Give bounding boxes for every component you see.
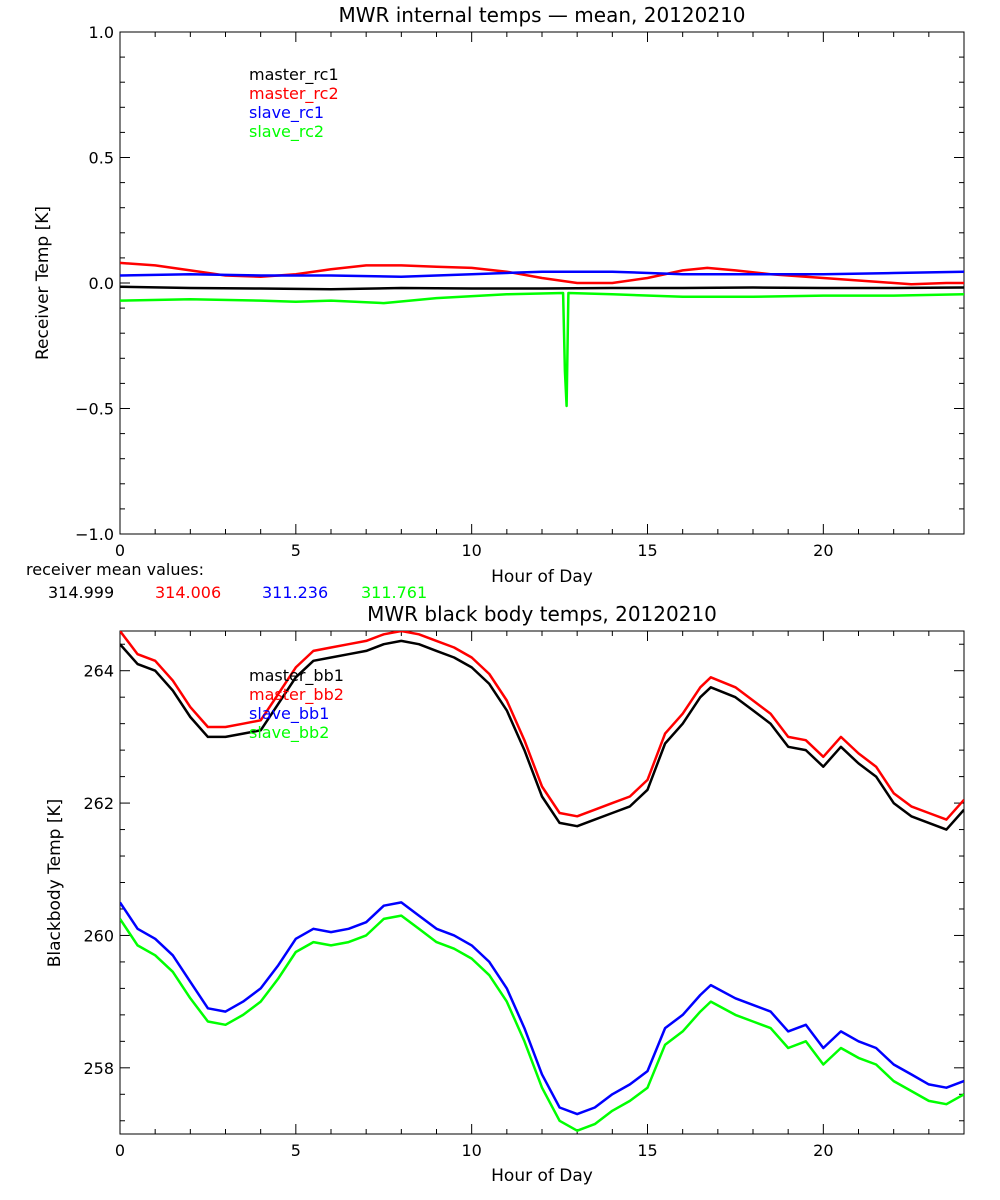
y-tick-label: −1.0 — [75, 525, 114, 544]
legend-slave-bb1: slave_bb1 — [249, 704, 329, 724]
chart-receiver-temps: MWR internal temps — mean, 20120210 0 5 10… — [33, 3, 965, 587]
receiver-mean-slave-rc2: 311.761 — [361, 583, 427, 602]
receiver-mean-master-rc2: 314.006 — [155, 583, 221, 602]
x-tick-label: 20 — [813, 1141, 833, 1160]
chart2-legend: master_bb1 master_bb2 slave_bb1 slave_bb… — [249, 666, 344, 743]
legend-slave-rc2: slave_rc2 — [249, 122, 324, 142]
series-line-master-bb2 — [120, 631, 964, 821]
x-tick-label: 15 — [637, 1141, 657, 1160]
legend-slave-rc1: slave_rc1 — [249, 103, 324, 123]
chart2-plot-area: 0 5 10 15 20 258 260 262 264 — [83, 630, 965, 1160]
series-line-master-rc1 — [120, 285, 964, 291]
x-tick-label: 10 — [461, 541, 481, 560]
legend-master-bb1: master_bb1 — [249, 666, 344, 686]
x-tick-label: 20 — [813, 541, 833, 560]
series-line-master-bb1 — [120, 639, 964, 831]
legend-master-rc1: master_rc1 — [249, 65, 339, 85]
y-tick-label: 262 — [83, 794, 114, 813]
x-tick-label: 10 — [461, 1141, 481, 1160]
receiver-mean-master-rc1: 314.999 — [48, 583, 114, 602]
legend-master-bb2: master_bb2 — [249, 685, 344, 705]
receiver-means: receiver mean values: 314.999 314.006 31… — [26, 560, 427, 602]
x-tick-label: 15 — [637, 541, 657, 560]
chart2-frame — [119, 630, 965, 1135]
y-tick-label: 258 — [83, 1059, 114, 1078]
series-line-slave-bb1 — [120, 901, 964, 1116]
legend-master-rc2: master_rc2 — [249, 84, 339, 104]
y-tick-label: 260 — [83, 926, 114, 945]
chart1-title: MWR internal temps — mean, 20120210 — [338, 3, 745, 27]
chart1-frame — [119, 31, 965, 535]
y-tick-label: −0.5 — [75, 400, 114, 419]
chart1-plot-area: 0 5 10 15 20 −1.0 −0.5 0.0 0.5 1.0 — [75, 23, 965, 560]
series-line-slave-rc2 — [120, 291, 964, 408]
chart2-title: MWR black body temps, 20120210 — [367, 602, 717, 626]
x-tick-label: 5 — [291, 1141, 301, 1160]
y-tick-label: 264 — [83, 662, 114, 681]
x-tick-label: 0 — [115, 541, 125, 560]
y-tick-label: 0.5 — [89, 149, 114, 168]
chart1-xlabel: Hour of Day — [491, 567, 593, 587]
y-tick-label: 0.0 — [89, 274, 114, 293]
legend-slave-bb2: slave_bb2 — [249, 723, 329, 743]
y-tick-label: 1.0 — [89, 23, 114, 42]
series-line-slave-bb2 — [120, 914, 964, 1132]
chart1-ylabel: Receiver Temp [K] — [33, 206, 53, 360]
chart2-xlabel: Hour of Day — [491, 1166, 593, 1186]
receiver-means-label: receiver mean values: — [26, 560, 204, 579]
x-tick-label: 0 — [115, 1141, 125, 1160]
receiver-mean-slave-rc1: 311.236 — [262, 583, 328, 602]
chart1-legend: master_rc1 master_rc2 slave_rc1 slave_rc… — [249, 65, 339, 142]
series-line-slave-rc1 — [120, 270, 964, 278]
chart-blackbody-temps: MWR black body temps, 20120210 0 5 10 15 20 2… — [45, 602, 965, 1186]
x-tick-label: 5 — [291, 541, 301, 560]
chart2-ylabel: Blackbody Temp [K] — [45, 799, 65, 968]
